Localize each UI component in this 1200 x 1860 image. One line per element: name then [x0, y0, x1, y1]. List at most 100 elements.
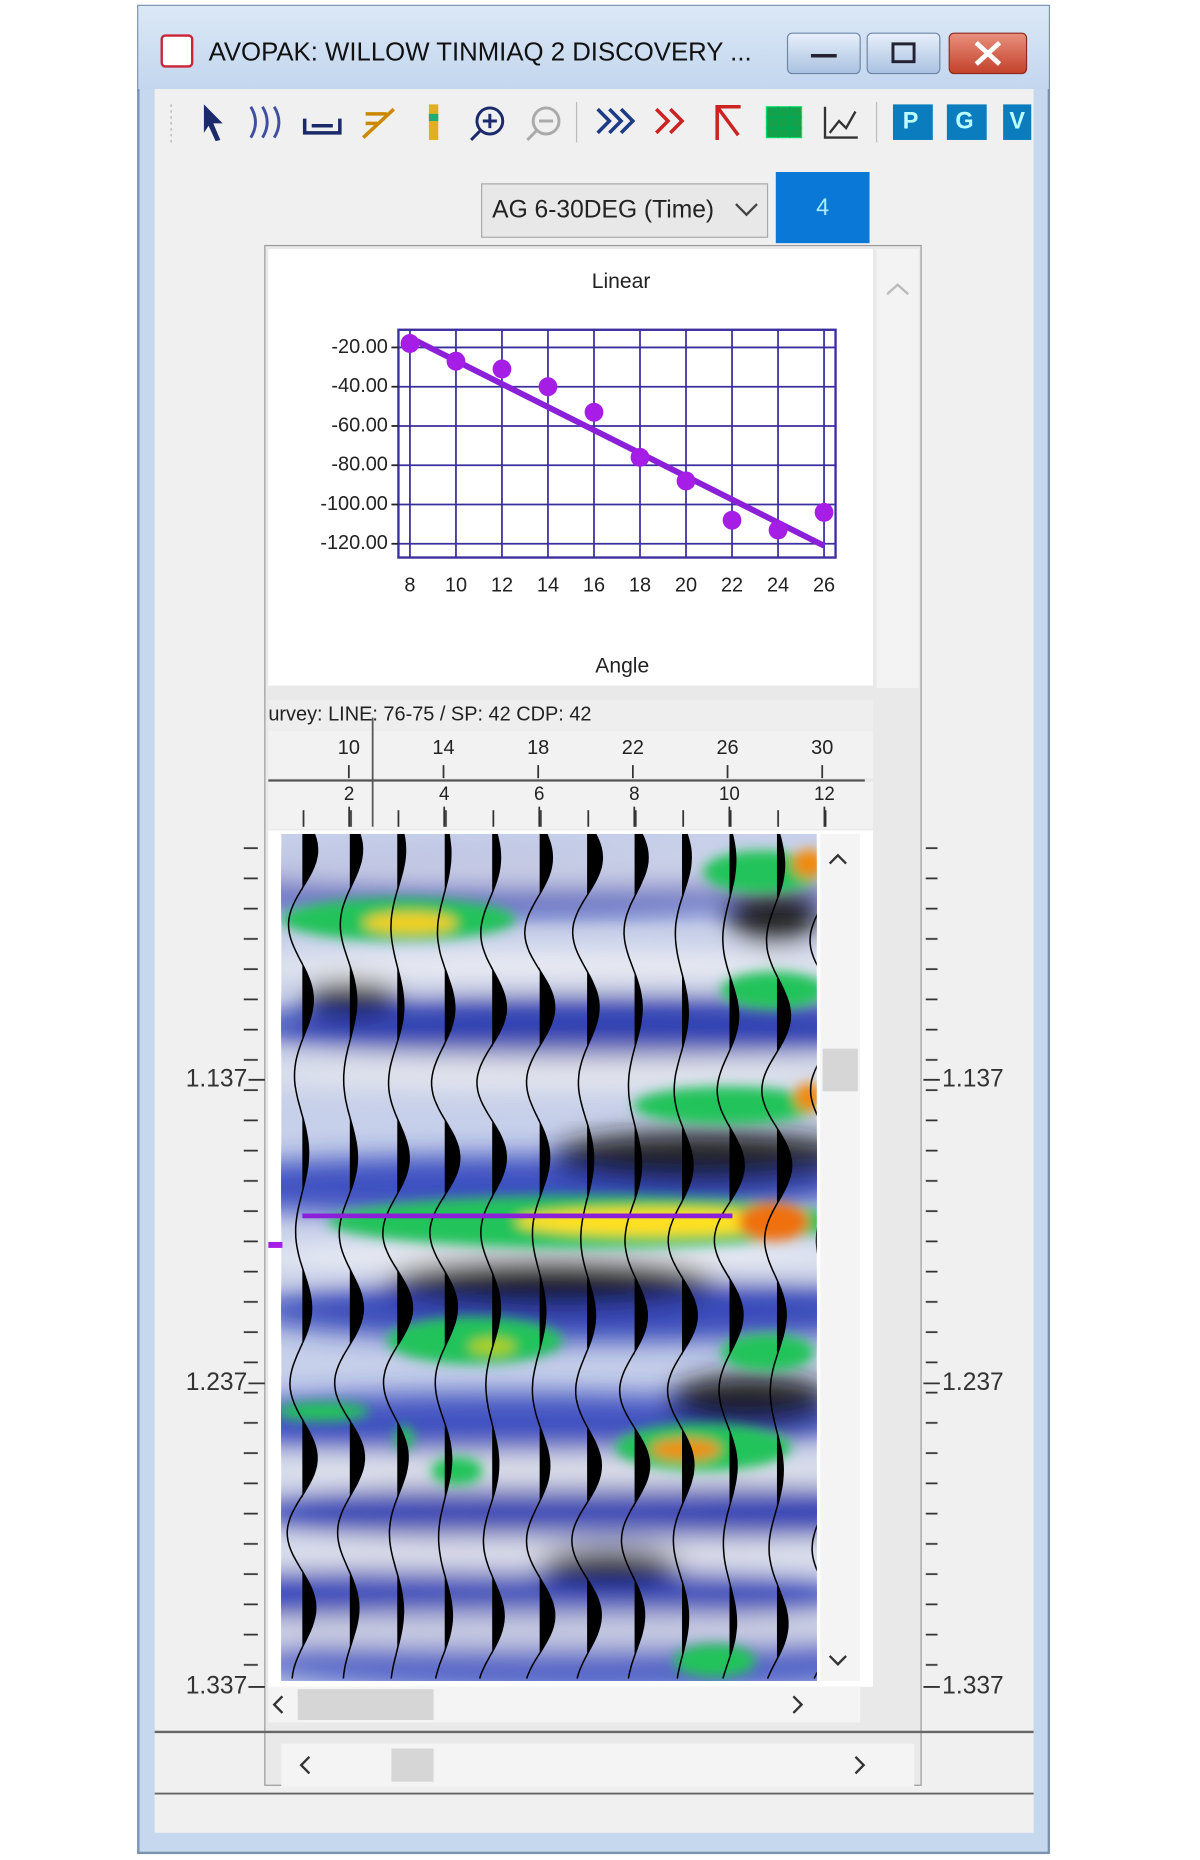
wiggle-line — [713, 833, 745, 1679]
y-tick-label: -100.00 — [320, 493, 388, 515]
time-tick-label-left: 1.337 — [186, 1672, 248, 1699]
amplitude-anomalies — [281, 849, 817, 1678]
y-tick-label: -120.00 — [320, 532, 388, 554]
amplitude-blob — [431, 1456, 483, 1486]
gather-dropdown[interactable] — [481, 183, 769, 238]
tool-badge[interactable] — [946, 104, 987, 140]
minimize-button[interactable] — [786, 32, 861, 75]
time-minor-ticks-right — [925, 836, 938, 1691]
seismic-axes: 10 14 18 22 26 30 2 4 6 8 10 12 1.137 1.137 1.237 1.237… — [186, 737, 1004, 1700]
horizon-marker — [268, 1241, 283, 1248]
trace-tick-label: 2 — [344, 783, 354, 804]
x-tick-label: 22 — [721, 574, 743, 596]
time-minor-ticks-left — [243, 836, 258, 1691]
wiggle-fill — [539, 833, 555, 1681]
hscroll-arrows[interactable] — [272, 1695, 804, 1714]
amplitude-blob — [673, 1644, 756, 1678]
tool-colorbar[interactable] — [428, 104, 439, 140]
maximize-button[interactable] — [866, 32, 941, 75]
amplitude-blob — [632, 1086, 817, 1125]
tool-pick[interactable] — [362, 107, 395, 139]
tool-badge[interactable] — [892, 104, 933, 140]
wiggle-line — [429, 833, 461, 1679]
wiggle-line — [761, 833, 793, 1679]
tool-zoom-in[interactable] — [475, 106, 505, 136]
tool-crossplot[interactable] — [823, 106, 858, 139]
dropdown-arrow — [735, 203, 758, 217]
vscroll-thumb[interactable] — [822, 1048, 858, 1092]
time-tick-label-left: 1.237 — [186, 1369, 248, 1396]
toolbar: P G V — [170, 102, 1032, 143]
wiggle-fill — [729, 833, 745, 1681]
y-tick-label: -40.00 — [331, 375, 387, 397]
page-button[interactable] — [775, 172, 870, 244]
seismic-vscroll[interactable] — [820, 833, 861, 1681]
wiggle-line — [618, 833, 651, 1679]
amplitude-blob — [738, 1202, 809, 1241]
window-title: AVOPAK: WILLOW TINMIAQ 2 DISCOVERY ... — [209, 38, 752, 66]
crossplot-scrollbar[interactable] — [876, 249, 919, 689]
main-hscroll-arrows[interactable] — [299, 1755, 866, 1775]
tool-flatten[interactable] — [302, 118, 342, 135]
data-point — [584, 402, 604, 422]
amplitude-blob — [720, 1333, 815, 1372]
x-tick-label: 24 — [767, 574, 789, 596]
chart-title: Linear — [592, 270, 651, 293]
amplitude-blob — [386, 1316, 563, 1365]
tool-colorbar-part — [428, 113, 439, 121]
wiggle-line — [666, 833, 698, 1679]
tool-gather[interactable] — [596, 107, 636, 135]
tool-stack[interactable] — [655, 107, 685, 135]
x-tick-label: 14 — [537, 574, 559, 596]
amplitude-blob — [363, 912, 458, 934]
x-axis-label: Angle — [595, 654, 649, 677]
amplitude-blob — [667, 1373, 817, 1426]
wiggle-line — [382, 833, 414, 1679]
gather-dropdown-text: AG 6-30DEG (Time) — [492, 197, 714, 224]
wiggle-line — [286, 833, 319, 1679]
seismic-header: urvey: LINE: 76-75 / SP: 42 CDP: 42 — [268, 704, 591, 726]
amplitude-blob — [720, 971, 817, 1010]
wiggle-line — [476, 833, 508, 1679]
trace-tick-label: 12 — [814, 783, 835, 804]
seismic-header-bar — [268, 699, 874, 731]
angle-tick-label: 30 — [811, 737, 833, 759]
x-tick-label: 20 — [675, 574, 697, 596]
badge-label: V — [1009, 107, 1025, 133]
time-tick-label-right: 1.337 — [942, 1672, 1004, 1699]
seismic-image — [281, 833, 817, 1681]
tool-wiggle[interactable] — [249, 105, 281, 139]
status-bar — [154, 1795, 1034, 1832]
x-tick-label: 10 — [445, 574, 467, 596]
tool-grid[interactable] — [765, 106, 803, 139]
data-point — [630, 447, 650, 467]
tool-zoom-out[interactable] — [531, 106, 561, 136]
tool-grid-glyph — [766, 106, 802, 138]
wiggle-fill — [397, 833, 413, 1681]
angle-tick-label: 22 — [622, 737, 644, 759]
wiggle-line — [524, 833, 556, 1679]
x-tick-label: 18 — [629, 574, 651, 596]
main-hscroll-thumb[interactable] — [391, 1748, 434, 1782]
trace-tick-label: 10 — [719, 783, 740, 804]
badge-label: P — [903, 107, 919, 133]
close-glyph — [974, 40, 1002, 66]
wiggle-fill — [444, 833, 460, 1681]
hscroll-thumb[interactable] — [297, 1689, 434, 1721]
data-point — [446, 351, 466, 371]
y-tick-label: -20.00 — [331, 336, 387, 358]
tool-select[interactable] — [203, 104, 223, 142]
tool-angle[interactable] — [715, 104, 741, 140]
vscroll-arrows[interactable] — [828, 853, 847, 1666]
wiggle-fill — [302, 833, 318, 1681]
angle-tick-label: 10 — [338, 737, 360, 759]
main-hscroll[interactable] — [281, 1743, 915, 1787]
trace-tick-label: 8 — [629, 783, 639, 804]
scroll-up[interactable] — [886, 283, 909, 296]
wiggle-line — [333, 833, 366, 1679]
amplitude-blob — [281, 1240, 817, 1275]
trace-minor-ticks — [268, 810, 831, 827]
tool-badge[interactable] — [1003, 104, 1032, 140]
wiggle-traces — [286, 833, 817, 1681]
